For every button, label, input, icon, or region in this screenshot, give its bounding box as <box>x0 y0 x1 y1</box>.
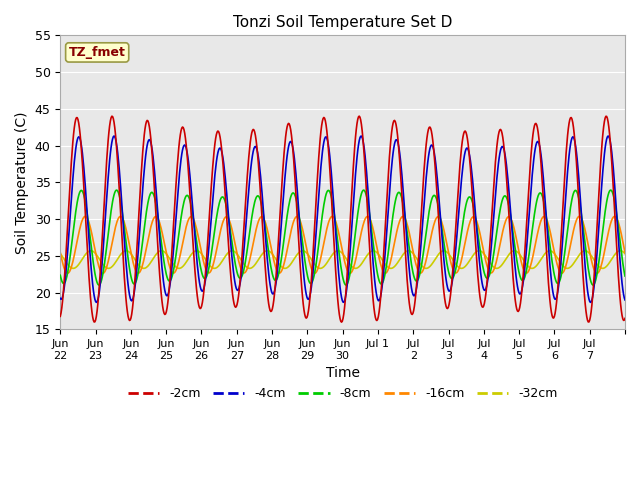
Y-axis label: Soil Temperature (C): Soil Temperature (C) <box>15 111 29 253</box>
Text: TZ_fmet: TZ_fmet <box>68 46 125 59</box>
X-axis label: Time: Time <box>326 366 360 380</box>
Legend: -2cm, -4cm, -8cm, -16cm, -32cm: -2cm, -4cm, -8cm, -16cm, -32cm <box>123 383 563 406</box>
Title: Tonzi Soil Temperature Set D: Tonzi Soil Temperature Set D <box>233 15 452 30</box>
